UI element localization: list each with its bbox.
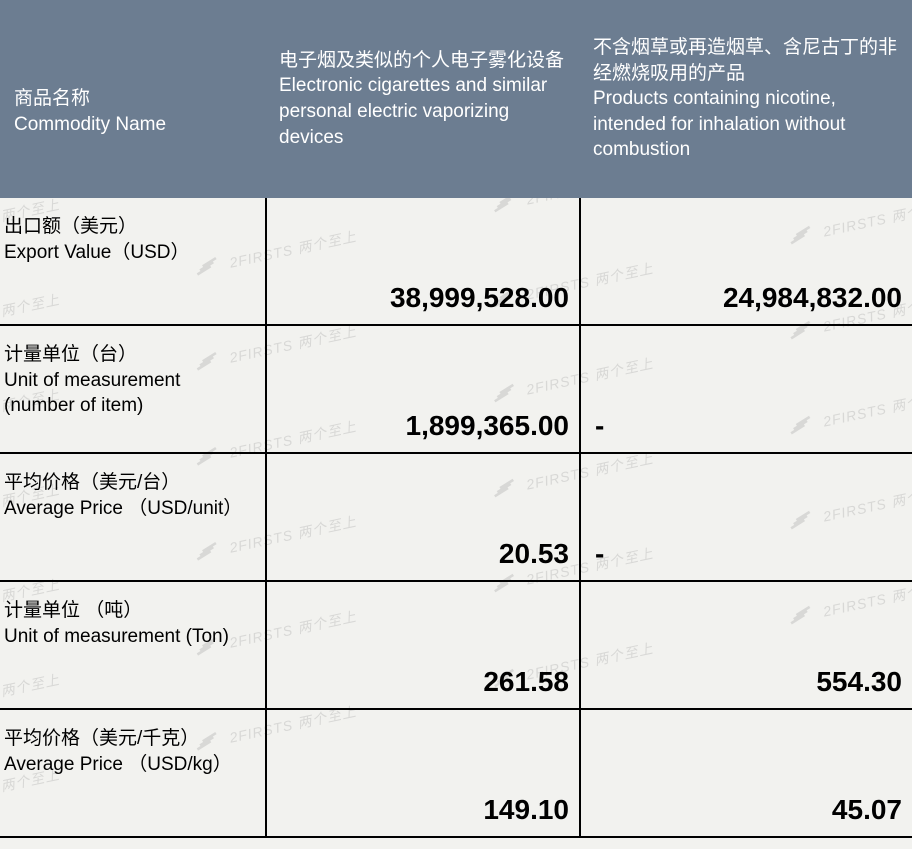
row-label-zh: 计量单位 （吨） [4,598,255,624]
value-cell-col2: - [579,326,912,454]
value-cell-col1: 38,999,528.00 [265,198,579,326]
value-cell-col1: 20.53 [265,454,579,582]
header-col2-zh: 不含烟草或再造烟草、含尼古丁的非经燃烧吸用的产品 [593,35,900,86]
row-label-zh: 出口额（美元） [4,214,255,240]
row-label: 平均价格（美元/台）Average Price （USD/unit） [0,454,265,582]
row-label-en: Export Value（USD） [4,240,255,266]
value-cell-col2: 24,984,832.00 [579,198,912,326]
row-label-en: Average Price （USD/unit） [4,496,255,522]
row-label-zh: 计量单位（台） [4,342,255,368]
header-col1-zh: 电子烟及类似的个人电子雾化设备 [279,48,567,74]
header-col2-en: Products containing nicotine, intended f… [593,86,900,163]
header-ecig-devices: 电子烟及类似的个人电子雾化设备 Electronic cigarettes an… [265,0,579,198]
row-label-zh: 平均价格（美元/台） [4,470,255,496]
header-commodity-name: 商品名称 Commodity Name [0,0,265,198]
row-label: 计量单位（台）Unit of measurement (number of it… [0,326,265,454]
row-label-en: Average Price （USD/kg） [4,752,255,778]
header-col0-zh: 商品名称 [14,86,253,112]
header-col0-en: Commodity Name [14,112,253,138]
row-label: 出口额（美元） Export Value（USD） [0,198,265,326]
header-nicotine-products: 不含烟草或再造烟草、含尼古丁的非经燃烧吸用的产品 Products contai… [579,0,912,198]
header-col1-en: Electronic cigarettes and similar person… [279,73,567,150]
value-cell-col1: 1,899,365.00 [265,326,579,454]
value-cell-col1: 261.58 [265,582,579,710]
value-cell-col2: - [579,454,912,582]
value-cell-col2: 554.30 [579,582,912,710]
row-label: 计量单位 （吨）Unit of measurement (Ton) [0,582,265,710]
row-label-en: Unit of measurement (number of item) [4,368,255,419]
value-cell-col2: 45.07 [579,710,912,838]
row-label-zh: 平均价格（美元/千克） [4,726,255,752]
export-data-table: 商品名称 Commodity Name 电子烟及类似的个人电子雾化设备 Elec… [0,0,912,838]
value-cell-col1: 149.10 [265,710,579,838]
row-label-en: Unit of measurement (Ton) [4,624,255,650]
row-label: 平均价格（美元/千克）Average Price （USD/kg） [0,710,265,838]
